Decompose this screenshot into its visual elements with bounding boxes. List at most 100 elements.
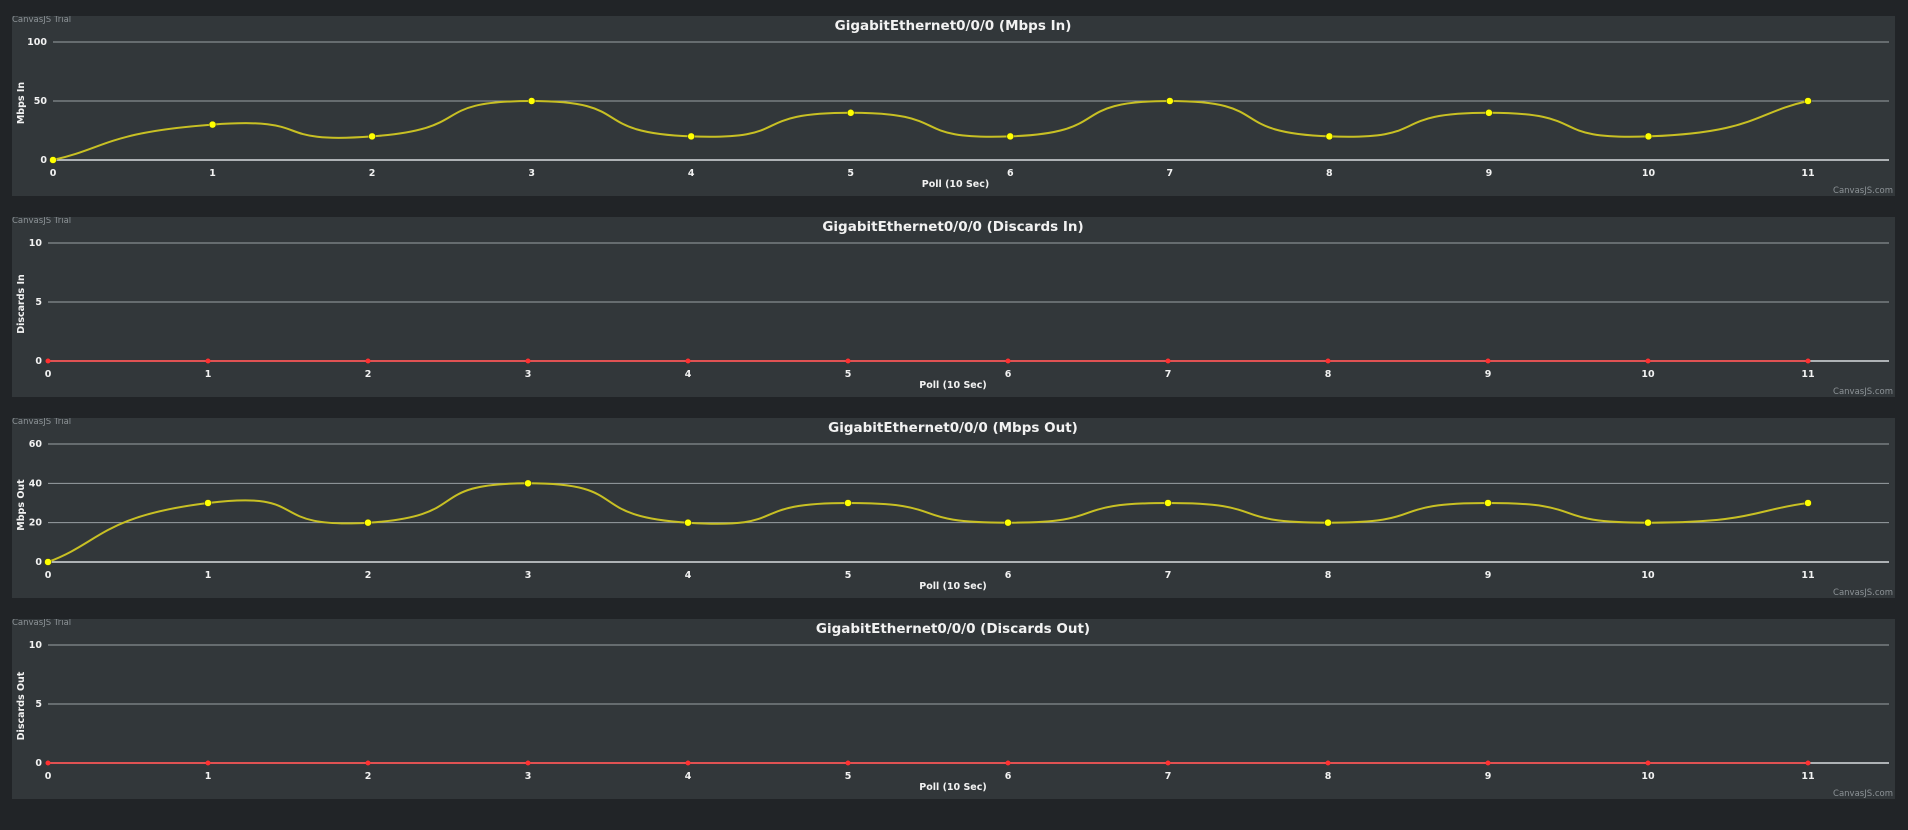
x-tick-label: 2 (365, 369, 372, 380)
y-tick-label: 20 (29, 518, 43, 529)
data-point[interactable] (846, 109, 855, 117)
data-point[interactable] (49, 156, 57, 164)
data-point[interactable] (1325, 132, 1334, 141)
data-point[interactable] (44, 558, 52, 566)
data-point[interactable] (1325, 760, 1331, 766)
y-tick-label: 5 (35, 699, 42, 710)
y-tick-label: 10 (29, 640, 43, 651)
data-point[interactable] (1644, 518, 1652, 527)
data-point[interactable] (524, 479, 532, 488)
data-point[interactable] (1485, 109, 1493, 117)
x-tick-label: 6 (1005, 369, 1012, 380)
y-axis-title: Mbps In (16, 82, 27, 125)
data-point[interactable] (204, 499, 212, 507)
chart-svg: CanvasJS Trial CanvasJS.com GigabitEtherne… (12, 217, 1893, 397)
x-tick-label: 8 (1325, 771, 1332, 782)
data-point[interactable] (365, 358, 371, 364)
data-point[interactable] (1165, 760, 1171, 766)
x-tick-label: 0 (50, 168, 57, 179)
watermark-trial: CanvasJS Trial (12, 217, 71, 226)
y-axis-title: Discards Out (16, 671, 27, 740)
x-tick-label: 9 (1485, 369, 1492, 380)
x-tick-label: 5 (845, 369, 852, 380)
watermark-trial: CanvasJS Trial (12, 418, 71, 427)
data-point[interactable] (1005, 760, 1011, 766)
y-axis-title: Mbps Out (16, 479, 27, 531)
x-tick-label: 10 (1641, 369, 1655, 380)
x-tick-label: 3 (525, 369, 532, 380)
x-tick-label: 4 (685, 570, 692, 581)
data-point[interactable] (1006, 132, 1015, 141)
x-tick-label: 10 (1641, 570, 1655, 581)
x-tick-label: 9 (1485, 570, 1492, 581)
x-tick-label: 11 (1801, 570, 1814, 581)
data-point[interactable] (1484, 499, 1492, 507)
data-point[interactable] (527, 97, 536, 105)
x-tick-label: 1 (205, 771, 212, 782)
x-tick-label: 1 (205, 369, 212, 380)
y-tick-label: 100 (27, 37, 47, 48)
data-point[interactable] (1485, 760, 1491, 766)
x-tick-label: 9 (1485, 771, 1492, 782)
x-axis-title: Poll (10 Sec) (919, 380, 986, 391)
y-tick-label: 0 (35, 557, 42, 568)
data-point[interactable] (525, 358, 531, 364)
chart-panel: CanvasJS Trial CanvasJS.com GigabitEtherne… (12, 217, 1895, 397)
x-tick-label: 4 (685, 771, 692, 782)
data-point[interactable] (1164, 499, 1172, 507)
data-point[interactable] (45, 760, 51, 766)
watermark-credit: CanvasJS.com (1833, 387, 1893, 397)
data-point[interactable] (1805, 760, 1811, 766)
data-point[interactable] (845, 760, 851, 766)
x-tick-label: 7 (1165, 570, 1172, 581)
x-tick-label: 0 (45, 570, 52, 581)
series-line (52, 99, 1809, 161)
x-tick-label: 2 (365, 771, 372, 782)
x-tick-label: 0 (45, 369, 52, 380)
chart-svg: CanvasJS Trial CanvasJS.com GigabitEtherne… (12, 418, 1893, 598)
y-tick-label: 60 (29, 439, 43, 450)
data-point[interactable] (205, 760, 211, 766)
data-point[interactable] (1804, 499, 1812, 507)
x-tick-label: 7 (1167, 168, 1174, 179)
data-point[interactable] (1804, 97, 1812, 105)
data-point[interactable] (205, 358, 211, 364)
data-point[interactable] (1324, 518, 1332, 527)
data-point[interactable] (364, 518, 372, 527)
chart-panel: CanvasJS Trial CanvasJS.com GigabitEtherne… (12, 418, 1895, 598)
data-point[interactable] (1004, 518, 1012, 527)
data-point[interactable] (1485, 358, 1491, 364)
data-point[interactable] (1645, 358, 1651, 364)
chart-title: GigabitEthernet0/0/0 (Discards In) (822, 219, 1083, 235)
x-tick-label: 1 (205, 570, 212, 581)
x-tick-label: 8 (1325, 369, 1332, 380)
x-tick-label: 1 (209, 168, 216, 179)
data-point[interactable] (687, 132, 695, 141)
data-point[interactable] (1805, 358, 1811, 364)
watermark-trial: CanvasJS Trial (12, 619, 71, 628)
data-point[interactable] (1645, 760, 1651, 766)
data-point[interactable] (368, 132, 376, 141)
data-point[interactable] (365, 760, 371, 766)
data-point[interactable] (1165, 358, 1171, 364)
data-point[interactable] (1644, 132, 1653, 141)
data-point[interactable] (1166, 97, 1174, 105)
data-point[interactable] (45, 358, 51, 364)
x-tick-label: 6 (1005, 570, 1012, 581)
y-tick-label: 5 (35, 297, 42, 308)
y-axis-title: Discards In (16, 274, 27, 334)
data-point[interactable] (685, 760, 691, 766)
x-tick-label: 7 (1165, 771, 1172, 782)
data-point[interactable] (845, 358, 851, 364)
data-point[interactable] (525, 760, 531, 766)
x-tick-label: 3 (525, 570, 532, 581)
y-tick-label: 50 (34, 96, 48, 107)
data-point[interactable] (208, 120, 217, 129)
chart-title: GigabitEthernet0/0/0 (Discards Out) (816, 621, 1090, 637)
data-point[interactable] (685, 358, 691, 364)
x-tick-label: 5 (847, 168, 854, 179)
data-point[interactable] (684, 518, 692, 527)
data-point[interactable] (1325, 358, 1331, 364)
data-point[interactable] (1005, 358, 1011, 364)
data-point[interactable] (844, 499, 852, 507)
